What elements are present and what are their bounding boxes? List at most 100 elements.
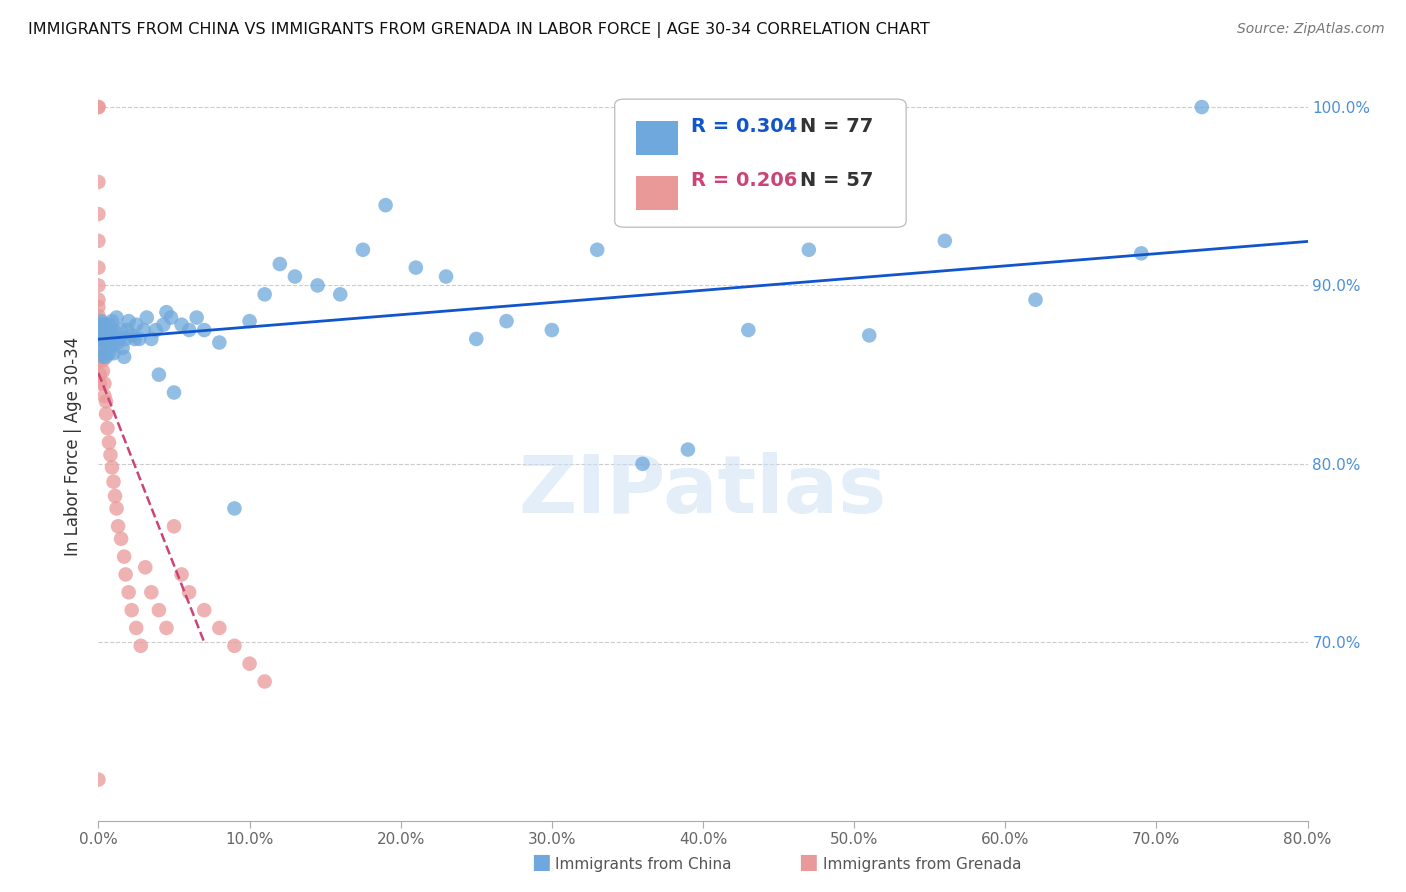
Point	[193, 603, 215, 617]
Point	[93, 318, 115, 332]
Point	[129, 639, 152, 653]
Point	[1024, 293, 1046, 307]
Point	[87, 309, 110, 323]
Point	[737, 323, 759, 337]
Point	[114, 567, 136, 582]
Point	[148, 603, 170, 617]
Point	[101, 460, 124, 475]
FancyBboxPatch shape	[637, 176, 678, 210]
Point	[118, 314, 141, 328]
Point	[87, 175, 110, 189]
Point	[858, 328, 880, 343]
Point	[87, 355, 110, 369]
Point	[186, 310, 208, 325]
Point	[121, 603, 143, 617]
Point	[586, 243, 609, 257]
Point	[148, 368, 170, 382]
Point	[374, 198, 396, 212]
Point	[90, 343, 112, 357]
Point	[98, 435, 121, 450]
Point	[224, 501, 246, 516]
Point	[87, 100, 110, 114]
Point	[135, 310, 157, 325]
Point	[179, 323, 201, 337]
Point	[96, 421, 118, 435]
Point	[145, 323, 167, 337]
Point	[1130, 246, 1153, 260]
Point	[91, 364, 114, 378]
Point	[90, 332, 112, 346]
Point	[141, 332, 163, 346]
Point	[94, 407, 117, 421]
Point	[112, 549, 135, 564]
Point	[224, 639, 246, 653]
Point	[115, 323, 138, 337]
Point	[91, 332, 114, 346]
Text: Immigrants from China: Immigrants from China	[555, 857, 733, 872]
Point	[96, 341, 118, 355]
Point	[91, 353, 114, 368]
Point	[105, 310, 128, 325]
Point	[89, 376, 111, 391]
Point	[405, 260, 427, 275]
Point	[89, 318, 111, 332]
Point	[100, 448, 122, 462]
Point	[118, 585, 141, 599]
Point	[94, 350, 117, 364]
Point	[91, 350, 114, 364]
Point	[87, 772, 110, 787]
Point	[93, 346, 115, 360]
Point	[87, 207, 110, 221]
Point	[307, 278, 329, 293]
Point	[89, 328, 111, 343]
Point	[208, 621, 231, 635]
FancyBboxPatch shape	[637, 120, 678, 155]
Point	[93, 332, 115, 346]
Point	[103, 475, 125, 489]
Point	[239, 657, 262, 671]
Point	[100, 323, 122, 337]
Point	[94, 323, 117, 337]
Point	[91, 323, 114, 337]
Text: R = 0.304: R = 0.304	[690, 117, 797, 136]
Point	[239, 314, 262, 328]
Point	[87, 100, 110, 114]
Point	[160, 310, 183, 325]
Point	[93, 376, 115, 391]
Point	[87, 318, 110, 332]
Point	[87, 300, 110, 314]
Point	[540, 323, 562, 337]
Point	[90, 318, 112, 332]
Point	[87, 346, 110, 360]
Point	[155, 305, 177, 319]
Point	[107, 519, 129, 533]
Point	[253, 674, 276, 689]
Point	[105, 501, 128, 516]
Text: N = 77: N = 77	[800, 117, 873, 136]
Point	[90, 314, 112, 328]
Point	[104, 489, 127, 503]
Point	[98, 318, 121, 332]
Point	[253, 287, 276, 301]
Point	[87, 234, 110, 248]
Point	[434, 269, 457, 284]
Point	[269, 257, 291, 271]
Text: ■: ■	[531, 853, 551, 872]
Point	[94, 335, 117, 350]
Point	[170, 318, 193, 332]
Text: ■: ■	[799, 853, 818, 872]
Point	[676, 442, 699, 457]
Point	[103, 323, 125, 337]
Point	[170, 567, 193, 582]
Text: ZIPatlas: ZIPatlas	[519, 452, 887, 530]
Point	[103, 346, 125, 360]
FancyBboxPatch shape	[614, 99, 905, 227]
Point	[87, 260, 110, 275]
Point	[934, 234, 956, 248]
Text: Immigrants from Grenada: Immigrants from Grenada	[823, 857, 1021, 872]
Point	[125, 621, 148, 635]
Point	[284, 269, 307, 284]
Point	[329, 287, 352, 301]
Point	[87, 293, 110, 307]
Point	[111, 341, 134, 355]
